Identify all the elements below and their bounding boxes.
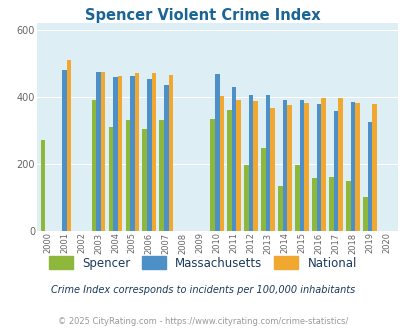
Bar: [159, 120, 164, 231]
Bar: [134, 73, 139, 231]
Bar: [299, 100, 304, 231]
Bar: [92, 100, 96, 231]
Bar: [345, 181, 350, 231]
Legend: Spencer, Massachusetts, National: Spencer, Massachusetts, National: [44, 252, 361, 274]
Bar: [125, 120, 130, 231]
Bar: [236, 100, 241, 231]
Bar: [316, 104, 320, 231]
Bar: [231, 87, 236, 231]
Bar: [142, 129, 147, 231]
Bar: [108, 127, 113, 231]
Bar: [248, 95, 253, 231]
Bar: [294, 165, 299, 231]
Bar: [151, 73, 156, 231]
Bar: [117, 76, 122, 231]
Bar: [113, 77, 117, 231]
Bar: [367, 122, 371, 231]
Bar: [100, 72, 105, 231]
Bar: [260, 148, 265, 231]
Bar: [227, 110, 231, 231]
Bar: [214, 74, 219, 231]
Bar: [62, 70, 67, 231]
Text: Crime Index corresponds to incidents per 100,000 inhabitants: Crime Index corresponds to incidents per…: [51, 285, 354, 295]
Bar: [219, 95, 224, 231]
Bar: [147, 80, 151, 231]
Bar: [362, 197, 367, 231]
Bar: [96, 72, 100, 231]
Bar: [320, 98, 325, 231]
Bar: [244, 165, 248, 231]
Bar: [270, 108, 274, 231]
Bar: [350, 102, 354, 231]
Bar: [328, 177, 333, 231]
Bar: [337, 98, 342, 231]
Bar: [164, 85, 168, 231]
Bar: [277, 186, 282, 231]
Text: © 2025 CityRating.com - https://www.cityrating.com/crime-statistics/: © 2025 CityRating.com - https://www.city…: [58, 317, 347, 326]
Bar: [287, 105, 291, 231]
Bar: [253, 101, 257, 231]
Bar: [168, 75, 173, 231]
Bar: [282, 100, 287, 231]
Bar: [354, 103, 359, 231]
Bar: [333, 111, 337, 231]
Bar: [67, 60, 71, 231]
Text: Spencer Violent Crime Index: Spencer Violent Crime Index: [85, 8, 320, 23]
Bar: [371, 104, 376, 231]
Bar: [210, 119, 214, 231]
Bar: [265, 94, 270, 231]
Bar: [311, 178, 316, 231]
Bar: [304, 103, 308, 231]
Bar: [40, 141, 45, 231]
Bar: [130, 76, 134, 231]
